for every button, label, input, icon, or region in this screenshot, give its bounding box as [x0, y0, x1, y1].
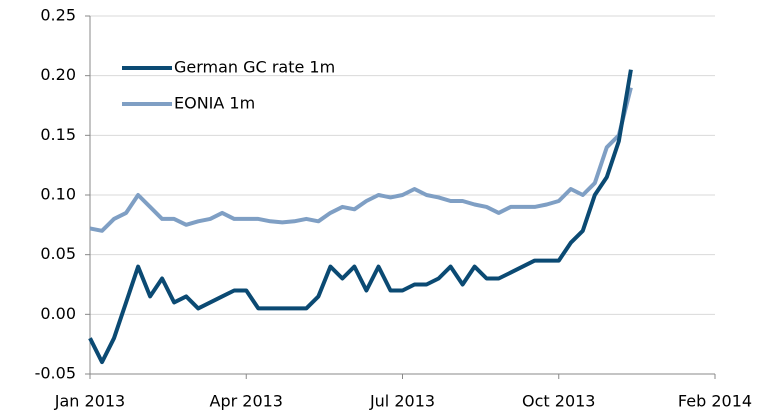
- x-tick-label: Jan 2013: [54, 392, 125, 411]
- series-line: [89, 87, 633, 233]
- y-tick-label: 0.25: [40, 6, 76, 25]
- y-tick-label: 0.20: [40, 65, 76, 84]
- y-tick-label: 0.15: [40, 125, 76, 144]
- legend-label: EONIA 1m: [174, 94, 255, 113]
- x-tick-label: Apr 2013: [210, 392, 283, 411]
- y-tick-label: -0.05: [35, 364, 76, 383]
- y-tick-label: 0.05: [40, 244, 76, 263]
- x-tick-label: Jul 2013: [369, 392, 435, 411]
- x-tick-label: Feb 2014: [678, 392, 752, 411]
- x-tick-label: Oct 2013: [522, 392, 595, 411]
- legend-label: German GC rate 1m: [174, 58, 335, 77]
- y-tick-label: 0.10: [40, 185, 76, 204]
- series-line: [88, 69, 633, 365]
- y-tick-label: 0.00: [40, 304, 76, 323]
